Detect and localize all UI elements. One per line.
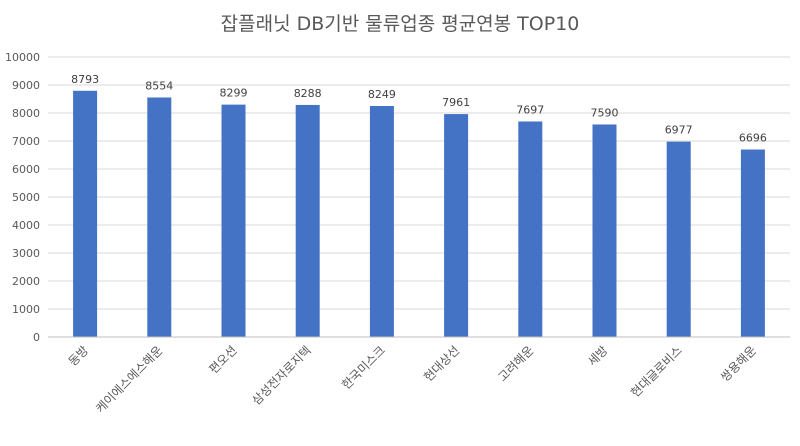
data-label: 8793 [71,73,99,86]
bar [444,114,469,337]
x-tick-label: 편오션 [206,343,239,376]
data-label: 8288 [294,87,322,100]
data-label: 8299 [220,87,248,100]
y-tick-label: 3000 [12,247,40,260]
data-label: 6977 [665,124,693,137]
y-axis: 0 1000 2000 3000 4000 5000 6000 7000 8000 9000 100… [5,51,40,344]
x-tick-label: 케이에스에스해운 [93,343,165,415]
data-label: 7590 [591,106,619,119]
x-tick-label: 고려해운 [495,343,536,384]
y-tick-label: 7000 [12,135,40,148]
bar [666,141,691,337]
x-axis: 동방 케이에스에스해운 편오션 삼성전자로지텍 한국미스크 현대상선 고려해운 세방 현대글로비… [48,336,790,416]
bar [221,104,246,338]
y-tick-label: 9000 [12,79,40,92]
x-tick-label: 쌍용해운 [718,343,759,384]
bars [73,90,765,338]
data-label: 8554 [145,79,173,92]
data-labels: 8793 8554 8299 8288 8249 7961 7697 7590 6977 6696 [71,73,767,145]
bar [740,149,765,337]
x-tick-label: 삼성전자로지텍 [249,343,314,408]
data-label: 8249 [368,88,396,101]
bar [295,104,320,337]
data-label: 6696 [739,132,767,145]
bar [592,124,617,337]
y-tick-label: 0 [33,331,40,344]
y-tick-label: 4000 [12,219,40,232]
y-tick-label: 6000 [12,163,40,176]
data-label: 7697 [516,103,544,116]
chart-title: 잡플래닛 DB기반 물류업종 평균연봉 TOP10 [221,13,580,35]
x-tick-label: 현대상선 [421,343,462,384]
x-tick-label: 현대글로비스 [628,343,685,400]
bar [518,121,543,337]
x-tick-label: 동방 [66,343,92,369]
x-tick-label: 한국미스크 [339,343,388,392]
gridlines [48,56,790,338]
bar [369,106,394,337]
x-tick-label: 세방 [585,343,611,369]
bar [73,90,98,338]
data-label: 7961 [442,96,470,109]
y-tick-label: 5000 [12,191,40,204]
bar [147,97,172,337]
y-tick-label: 10000 [5,51,40,64]
y-tick-label: 8000 [12,107,40,120]
y-tick-label: 1000 [12,303,40,316]
y-tick-label: 2000 [12,275,40,288]
